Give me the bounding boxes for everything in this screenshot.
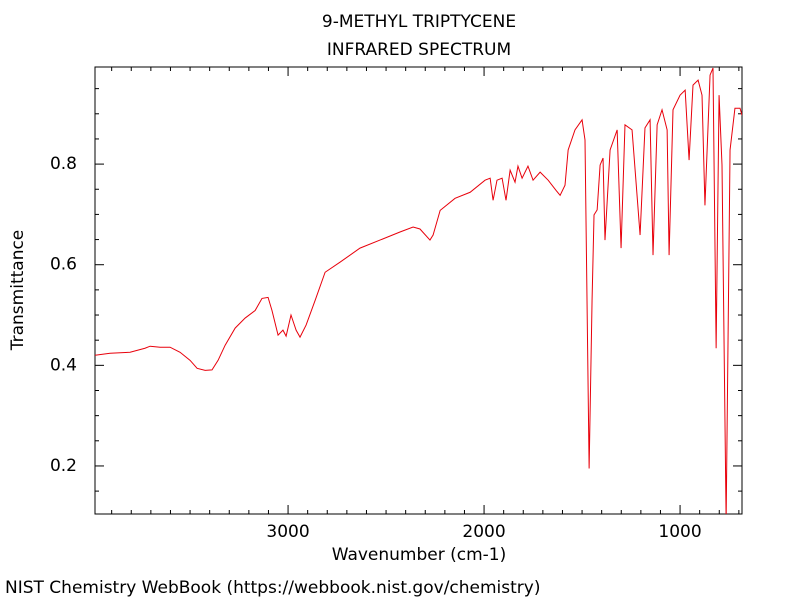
y-tick-label: 0.8 [50,154,77,174]
y-tick-label: 0.4 [50,355,77,375]
x-tick-label: 2000 [462,522,505,542]
x-tick-label: 1000 [658,522,701,542]
chart-title: 9-METHYL TRIPTYCENE [322,12,516,32]
source-note: NIST Chemistry WebBook (https://webbook.… [5,578,540,598]
plot-frame [94,66,743,515]
chart-subtitle: INFRARED SPECTRUM [327,40,511,60]
y-axis-label: Transmittance [8,230,28,352]
x-axis-label: Wavenumber (cm-1) [332,545,507,565]
y-tick-label: 0.6 [50,255,77,275]
x-tick-label: 3000 [266,522,309,542]
y-tick-label: 0.2 [50,456,77,476]
spectrum-line [95,67,742,514]
